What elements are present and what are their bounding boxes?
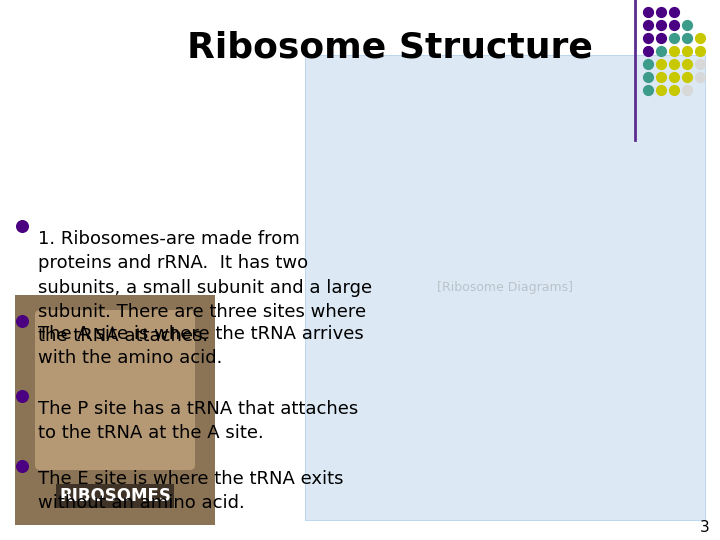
Point [681, 33, 693, 42]
Point [668, 8, 680, 16]
Point [655, 73, 667, 82]
Point [681, 46, 693, 55]
Point [17, 462, 28, 470]
Point [17, 392, 28, 400]
Point [668, 86, 680, 94]
Point [655, 21, 667, 29]
Point [681, 21, 693, 29]
Point [655, 8, 667, 16]
Point [681, 60, 693, 69]
Point [681, 73, 693, 82]
Point [694, 60, 706, 69]
Text: The A site is where the tRNA arrives
with the amino acid.: The A site is where the tRNA arrives wit… [38, 325, 364, 367]
FancyBboxPatch shape [35, 310, 195, 470]
Point [655, 46, 667, 55]
Text: The E site is where the tRNA exits
without an amino acid.: The E site is where the tRNA exits witho… [38, 470, 343, 512]
Point [642, 60, 654, 69]
Text: The P site has a tRNA that attaches
to the tRNA at the A site.: The P site has a tRNA that attaches to t… [38, 400, 359, 442]
Point [17, 222, 28, 231]
Point [655, 86, 667, 94]
Point [694, 73, 706, 82]
Point [668, 46, 680, 55]
Text: 1. Ribosomes-are made from
proteins and rRNA.  It has two
subunits, a small subu: 1. Ribosomes-are made from proteins and … [38, 230, 372, 345]
Point [642, 86, 654, 94]
Point [17, 316, 28, 325]
Point [655, 60, 667, 69]
Point [668, 21, 680, 29]
Point [642, 73, 654, 82]
Bar [15, 295, 215, 525]
Point [642, 46, 654, 55]
Point [668, 33, 680, 42]
Point [642, 33, 654, 42]
Point [694, 46, 706, 55]
Point [642, 21, 654, 29]
Point [642, 8, 654, 16]
Point [681, 86, 693, 94]
Point [668, 73, 680, 82]
Text: Ribosome Structure: Ribosome Structure [187, 30, 593, 64]
Point [694, 33, 706, 42]
Text: RIBOSOMES: RIBOSOMES [59, 487, 171, 505]
Point [668, 60, 680, 69]
Bar [305, 55, 705, 520]
Text: [Ribosome Diagrams]: [Ribosome Diagrams] [437, 281, 573, 294]
Text: 3: 3 [701, 520, 710, 535]
Point [655, 33, 667, 42]
